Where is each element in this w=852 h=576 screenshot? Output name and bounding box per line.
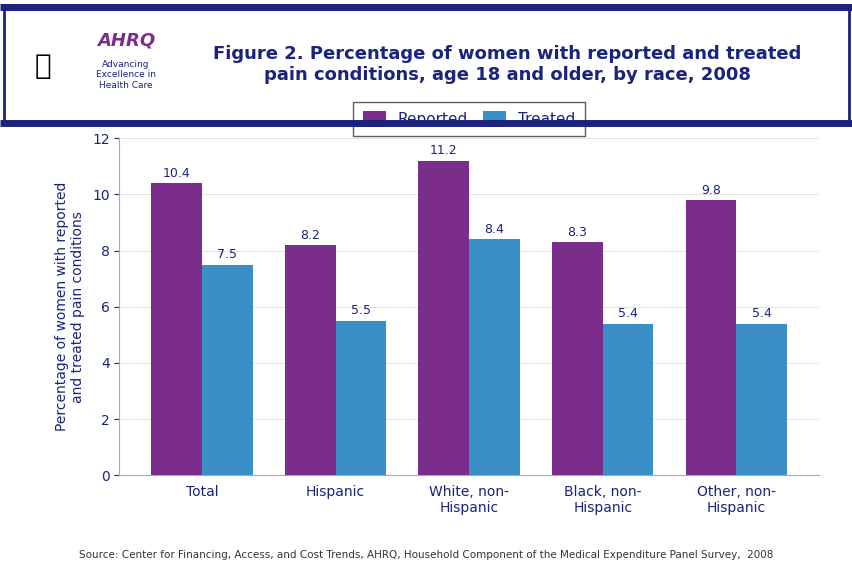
- Bar: [685, 200, 735, 475]
- Text: 9.8: 9.8: [700, 184, 720, 196]
- Bar: [335, 321, 386, 475]
- Bar: [417, 161, 469, 475]
- Text: 5.4: 5.4: [618, 307, 637, 320]
- Text: 11.2: 11.2: [429, 145, 457, 157]
- Bar: [151, 183, 202, 475]
- Y-axis label: Percentage of women with reported
and treated pain conditions: Percentage of women with reported and tr…: [55, 182, 85, 431]
- Text: 5.5: 5.5: [350, 304, 371, 317]
- Text: AHRQ: AHRQ: [96, 32, 155, 50]
- Text: 7.5: 7.5: [217, 248, 237, 262]
- Bar: [602, 324, 653, 475]
- Text: 10.4: 10.4: [163, 167, 190, 180]
- Bar: [735, 324, 786, 475]
- Bar: [285, 245, 335, 475]
- Bar: [551, 242, 602, 475]
- Text: 🦅: 🦅: [34, 52, 51, 79]
- Text: 8.4: 8.4: [484, 223, 504, 236]
- Bar: [202, 264, 252, 475]
- Text: 8.3: 8.3: [567, 226, 587, 239]
- Text: Advancing
Excellence in
Health Care: Advancing Excellence in Health Care: [95, 60, 156, 90]
- Text: 5.4: 5.4: [751, 307, 771, 320]
- Text: Source: Center for Financing, Access, and Cost Trends, AHRQ, Household Component: Source: Center for Financing, Access, an…: [79, 550, 773, 560]
- Text: Figure 2. Percentage of women with reported and treated
pain conditions, age 18 : Figure 2. Percentage of women with repor…: [213, 45, 801, 84]
- Bar: [469, 240, 520, 475]
- Legend: Reported, Treated: Reported, Treated: [353, 102, 584, 137]
- Text: 8.2: 8.2: [300, 229, 320, 241]
